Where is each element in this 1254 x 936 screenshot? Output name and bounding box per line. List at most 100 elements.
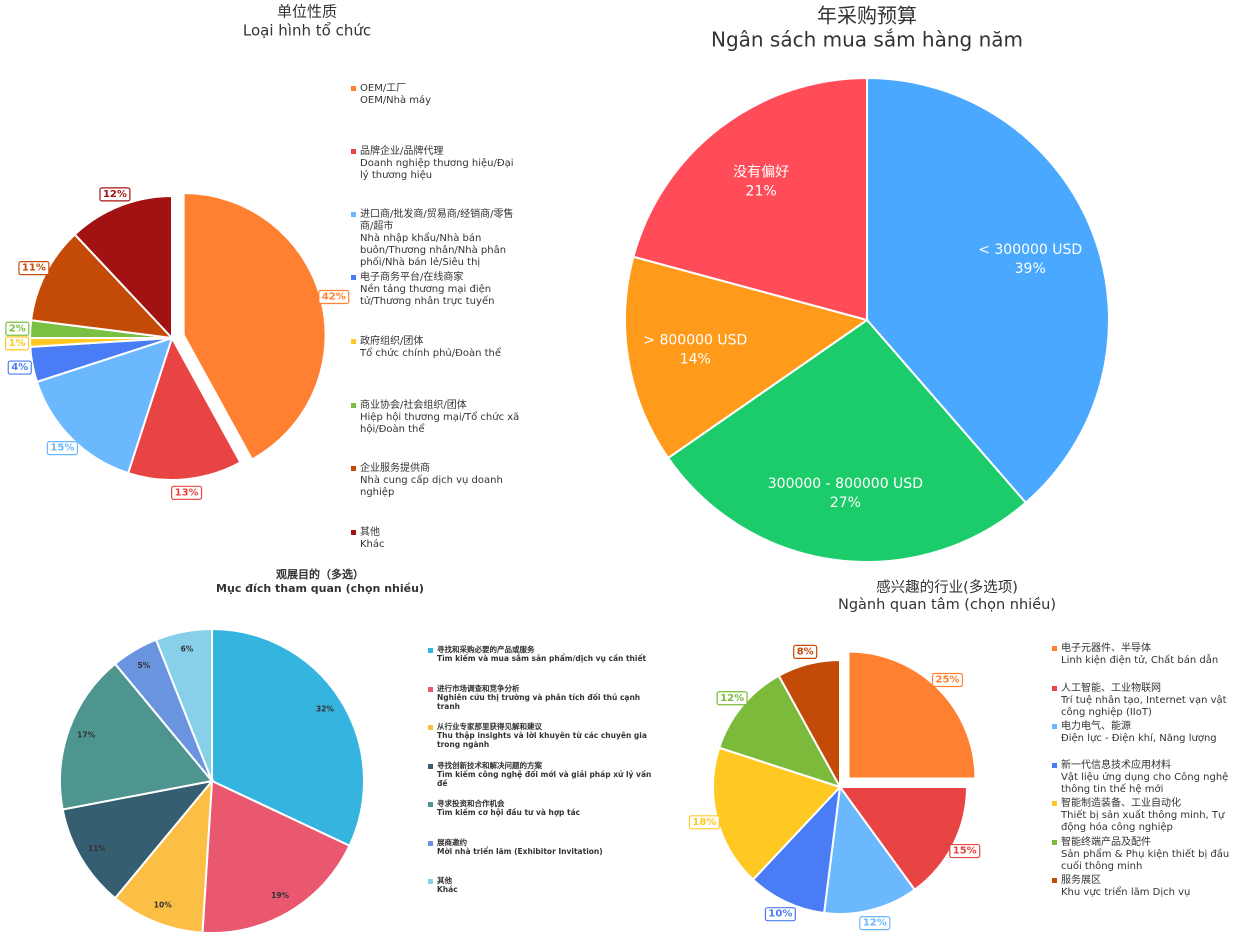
- data-label: 25%: [931, 672, 964, 688]
- data-label: 21%: [746, 184, 777, 200]
- legend-item: 人工智能、工业物联网 Trí tuệ nhân tạo, Internet vạ…: [1052, 683, 1251, 719]
- data-label: 12%: [716, 691, 748, 706]
- legend-item: 从行业专家那里获得见解和建议 Thu thập insights và lời …: [428, 722, 662, 749]
- legend-marker: [1052, 646, 1057, 651]
- legend-item: 电子元器件、半导体 Linh kiện điện tử, Chất bán dẫ…: [1052, 643, 1251, 667]
- legend-text: 进口商/批发商/贸易商/经销商/零售商/超市 Nhà nhập khẩu/Nhà…: [360, 209, 514, 268]
- legend-text: 政府组织/团体 Tổ chức chính phủ/Đoàn thể: [360, 336, 502, 359]
- data-label-text: 42%: [322, 291, 346, 302]
- data-label-text: 4%: [11, 362, 28, 373]
- data-label-text: 15%: [953, 846, 977, 857]
- legend-item: 其他 Khác: [428, 876, 662, 894]
- legend-marker: [1052, 801, 1057, 806]
- pie-slice: [201, 779, 351, 934]
- legend-text: 展商邀约 Mời nhà triển lãm (Exhibitor Invita…: [437, 838, 603, 856]
- legend-marker: [428, 687, 433, 692]
- legend-text: 其他 Khác: [360, 527, 385, 550]
- chart-title: 观展目的（多选）: [276, 567, 364, 581]
- data-label-text: 1%: [9, 338, 26, 349]
- legend-text: 寻找和采购必要的产品或服务 Tìm kiếm và mua sắm sản ph…: [437, 645, 647, 663]
- legend-item: 政府组织/团体 Tổ chức chính phủ/Đoàn thể: [351, 336, 525, 360]
- pie-slice: [113, 777, 214, 934]
- data-label-text: 12%: [720, 693, 744, 704]
- data-label-box: [716, 691, 748, 706]
- data-label-text: 10%: [768, 909, 792, 920]
- pie-slice: [777, 658, 841, 788]
- legend-text: 电子元器件、半导体 Linh kiện điện tử, Chất bán dẫ…: [1061, 643, 1219, 666]
- data-label: 15%: [46, 441, 78, 456]
- data-label-box: [793, 644, 818, 659]
- legend-marker: [351, 86, 356, 91]
- data-label: 32%: [316, 704, 334, 713]
- data-label-box: [171, 485, 203, 500]
- slice-label: 300000 - 800000 USD: [768, 476, 923, 492]
- pie-slice: [717, 674, 843, 789]
- slice-label: < 300000 USD: [978, 242, 1082, 258]
- legend-text: 智能终端产品及配件 Sản phẩm & Phụ kiện thiết bị đ…: [1061, 837, 1230, 872]
- legend-marker: [351, 466, 356, 471]
- legend-item: OEM/工厂 OEM/Nhà máy: [351, 83, 525, 107]
- legend-item: 进口商/批发商/贸易商/经销商/零售商/超市 Nhà nhập khẩu/Nhà…: [351, 209, 525, 269]
- pie-slice: [126, 335, 242, 481]
- data-label: 12%: [99, 187, 131, 202]
- data-label: 19%: [271, 891, 289, 900]
- chart-subtitle: Ngành quan tâm (chọn nhiều): [838, 596, 1056, 613]
- legend-item: 企业服务提供商 Nhà cung cấp dịch vụ doanh nghiệ…: [351, 463, 525, 499]
- legend-text: 电子商务平台/在线商家 Nền tảng thương mại điện tử/…: [360, 272, 495, 307]
- legend-text: 寻找创新技术和解决问题的方案 Tìm kiếm công nghệ đổi mớ…: [437, 761, 652, 788]
- data-label: 11%: [18, 261, 50, 276]
- chart-subtitle: Mục đích tham quan (chọn nhiều): [216, 582, 424, 595]
- legend-text: 寻求投资和合作机会 Tìm kiếm cơ hội đầu tư và hợp …: [437, 799, 581, 817]
- data-label: 12%: [859, 916, 891, 931]
- data-label: 17%: [77, 731, 95, 740]
- pie-slice: [73, 194, 173, 341]
- data-label-box: [18, 261, 50, 276]
- legend-marker: [1052, 763, 1057, 768]
- legend-item: 服务展区 Khu vực triển lãm Dịch vụ: [1052, 875, 1251, 899]
- data-label-text: 11%: [22, 263, 46, 274]
- legend-marker: [1052, 724, 1057, 729]
- legend-marker: [351, 403, 356, 408]
- legend-text: 企业服务提供商 Nhà cung cấp dịch vụ doanh nghiệ…: [360, 463, 503, 498]
- data-label-box: [318, 289, 350, 305]
- chart-title: 单位性质: [277, 3, 337, 21]
- legend-item: 商业协会/社会组织/团体 Hiệp hội thương mại/Tổ chức…: [351, 400, 525, 436]
- pie-slice: [59, 662, 214, 811]
- pie-slice: [624, 255, 870, 460]
- legend-text: 智能制造装备、工业自动化 Thiết bị sản xuất thông min…: [1061, 798, 1225, 833]
- data-label-box: [99, 187, 131, 202]
- data-label-text: 2%: [9, 323, 26, 334]
- data-label: 8%: [793, 644, 818, 659]
- pie-slice: [632, 76, 868, 322]
- legend-text: 其他 Khác: [437, 876, 458, 894]
- legend-marker: [351, 212, 356, 217]
- data-label-text: 18%: [692, 817, 716, 828]
- data-label-box: [931, 672, 964, 688]
- legend-text: OEM/工厂 OEM/Nhà máy: [360, 83, 432, 106]
- data-label-box: [4, 336, 30, 351]
- legend-marker: [428, 879, 433, 884]
- legend-text: 从行业专家那里获得见解和建议 Thu thập insights và lời …: [437, 722, 647, 749]
- legend-marker: [428, 802, 433, 807]
- data-label: 5%: [138, 661, 151, 670]
- data-label: 39%: [1015, 261, 1046, 277]
- legend-text: 品牌企业/品牌代理 Doanh nghiệp thương hiệu/Đại l…: [360, 146, 514, 181]
- data-label: 11%: [88, 844, 106, 853]
- legend-text: 进行市场调查和竞争分析 Nghiên cứu thị trường và phâ…: [437, 684, 641, 711]
- data-label-box: [5, 321, 30, 336]
- pie-slice: [822, 784, 917, 915]
- data-label: 13%: [171, 485, 203, 500]
- legend-marker: [1052, 878, 1057, 883]
- legend-marker: [1052, 840, 1057, 845]
- legend-marker: [428, 725, 433, 730]
- data-label: 10%: [764, 907, 796, 922]
- pie-slice: [847, 650, 977, 780]
- data-label: 27%: [830, 495, 861, 511]
- legend-marker: [351, 149, 356, 154]
- legend-text: 电力电气、能源 Điện lực - Điện khí, Năng lượng: [1061, 721, 1217, 744]
- legend-item: 电子商务平台/在线商家 Nền tảng thương mại điện tử/…: [351, 272, 525, 308]
- legend-text: 服务展区 Khu vực triển lãm Dịch vụ: [1061, 875, 1191, 898]
- pie-slice: [866, 76, 1110, 505]
- data-label: 1%: [4, 336, 30, 351]
